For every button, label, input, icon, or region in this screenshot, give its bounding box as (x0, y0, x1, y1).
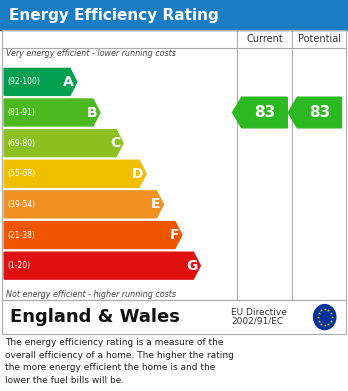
Polygon shape (288, 97, 341, 128)
Text: D: D (132, 167, 143, 181)
Circle shape (314, 305, 336, 330)
Polygon shape (4, 222, 182, 249)
Polygon shape (4, 191, 164, 218)
Bar (2, 300, 346, 334)
Polygon shape (232, 97, 287, 128)
Text: Very energy efficient - lower running costs: Very energy efficient - lower running co… (6, 49, 176, 58)
Text: lower the fuel bills will be.: lower the fuel bills will be. (5, 376, 125, 385)
Text: A: A (63, 75, 74, 89)
Polygon shape (4, 68, 77, 95)
Text: 83: 83 (254, 105, 276, 120)
Text: (81-91): (81-91) (8, 108, 35, 117)
Text: The energy efficiency rating is a measure of the: The energy efficiency rating is a measur… (5, 338, 224, 347)
Text: E: E (151, 197, 161, 212)
Polygon shape (4, 160, 146, 187)
Text: the more energy efficient the home is and the: the more energy efficient the home is an… (5, 363, 216, 372)
Text: Not energy efficient - higher running costs: Not energy efficient - higher running co… (6, 290, 176, 299)
Text: G: G (186, 259, 198, 273)
Text: (39-54): (39-54) (8, 200, 36, 209)
Polygon shape (4, 130, 123, 157)
Text: 83: 83 (309, 105, 330, 120)
Text: England & Wales: England & Wales (10, 308, 180, 326)
Text: C: C (110, 136, 120, 150)
Text: EU Directive: EU Directive (231, 307, 287, 317)
Text: (92-100): (92-100) (8, 77, 40, 86)
Bar (2, 30, 346, 300)
Text: Current: Current (246, 34, 283, 44)
Text: Potential: Potential (298, 34, 341, 44)
Polygon shape (4, 252, 200, 279)
Text: overall efficiency of a home. The higher the rating: overall efficiency of a home. The higher… (5, 351, 234, 360)
Text: (21-38): (21-38) (8, 231, 35, 240)
Text: (1-20): (1-20) (8, 261, 31, 270)
Bar (0, 0, 348, 30)
Text: B: B (87, 106, 97, 120)
Text: (55-68): (55-68) (8, 169, 36, 178)
Text: F: F (169, 228, 179, 242)
Text: 2002/91/EC: 2002/91/EC (231, 316, 284, 326)
Text: Energy Efficiency Rating: Energy Efficiency Rating (9, 7, 219, 23)
Text: (69-80): (69-80) (8, 139, 36, 148)
Polygon shape (4, 99, 100, 126)
